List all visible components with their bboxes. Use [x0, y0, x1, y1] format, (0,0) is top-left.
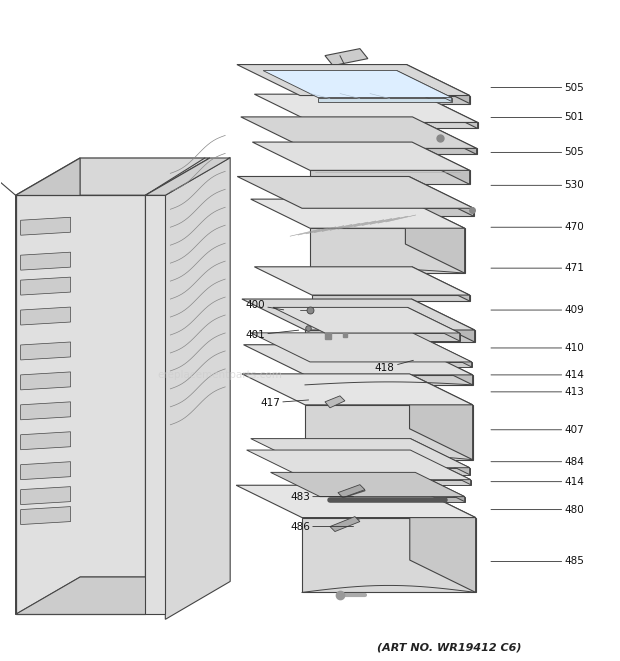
Polygon shape — [20, 486, 71, 504]
Text: 485: 485 — [491, 557, 584, 566]
Text: 401: 401 — [246, 330, 299, 340]
Polygon shape — [20, 277, 71, 295]
Polygon shape — [270, 473, 464, 496]
Polygon shape — [325, 49, 368, 65]
Polygon shape — [318, 98, 452, 102]
Polygon shape — [252, 142, 469, 171]
Polygon shape — [338, 485, 365, 498]
Polygon shape — [305, 149, 477, 155]
Polygon shape — [16, 577, 210, 614]
Polygon shape — [305, 375, 472, 385]
Polygon shape — [410, 374, 472, 459]
Polygon shape — [325, 396, 345, 408]
Polygon shape — [310, 171, 469, 184]
Polygon shape — [237, 176, 474, 208]
Polygon shape — [20, 307, 71, 325]
Polygon shape — [20, 461, 71, 480]
Text: 410: 410 — [491, 343, 584, 353]
Text: 480: 480 — [491, 504, 584, 515]
Polygon shape — [415, 473, 464, 502]
Polygon shape — [263, 71, 452, 98]
Polygon shape — [20, 342, 71, 360]
Polygon shape — [397, 71, 452, 102]
Polygon shape — [242, 299, 475, 330]
Text: 505: 505 — [491, 83, 584, 93]
Polygon shape — [80, 158, 210, 577]
Text: 501: 501 — [491, 112, 584, 122]
Polygon shape — [300, 96, 469, 104]
Polygon shape — [20, 217, 71, 235]
Text: 413: 413 — [491, 387, 584, 397]
Polygon shape — [244, 345, 472, 375]
Polygon shape — [254, 94, 477, 122]
Polygon shape — [305, 330, 475, 342]
Polygon shape — [250, 439, 469, 468]
Polygon shape — [405, 199, 464, 273]
Polygon shape — [20, 402, 71, 420]
Polygon shape — [166, 157, 230, 619]
Text: (ART NO. WR19412 C6): (ART NO. WR19412 C6) — [378, 642, 522, 652]
Polygon shape — [412, 299, 475, 342]
Text: ereplacementparts.com: ereplacementparts.com — [157, 370, 283, 380]
Polygon shape — [410, 439, 469, 475]
Polygon shape — [302, 208, 474, 216]
Polygon shape — [420, 94, 477, 128]
Polygon shape — [312, 122, 477, 128]
Polygon shape — [310, 228, 464, 273]
Polygon shape — [20, 506, 71, 525]
Polygon shape — [20, 432, 71, 449]
Text: 483: 483 — [290, 492, 353, 502]
Text: 470: 470 — [491, 222, 584, 232]
Text: 530: 530 — [491, 180, 584, 190]
Text: 407: 407 — [491, 425, 584, 435]
Polygon shape — [412, 333, 472, 367]
Text: 414: 414 — [491, 477, 584, 486]
Polygon shape — [16, 577, 210, 614]
Polygon shape — [310, 362, 472, 367]
Polygon shape — [20, 253, 71, 270]
Polygon shape — [407, 307, 459, 341]
Text: 505: 505 — [491, 147, 584, 157]
Polygon shape — [16, 158, 80, 614]
Polygon shape — [250, 333, 472, 362]
Polygon shape — [302, 518, 476, 592]
Polygon shape — [312, 295, 469, 301]
Polygon shape — [320, 496, 464, 502]
Polygon shape — [145, 158, 230, 195]
Polygon shape — [409, 176, 474, 216]
Polygon shape — [145, 195, 166, 614]
Polygon shape — [254, 267, 469, 295]
Polygon shape — [20, 372, 71, 390]
Polygon shape — [310, 468, 469, 475]
Text: 418: 418 — [375, 360, 414, 373]
Text: 414: 414 — [491, 370, 584, 380]
Polygon shape — [16, 158, 210, 195]
Polygon shape — [273, 307, 459, 333]
Polygon shape — [250, 199, 464, 228]
Polygon shape — [407, 65, 469, 104]
Polygon shape — [410, 450, 471, 485]
Polygon shape — [241, 117, 477, 149]
Text: 484: 484 — [491, 457, 584, 467]
Polygon shape — [330, 517, 360, 531]
Polygon shape — [412, 267, 469, 301]
Polygon shape — [236, 485, 476, 518]
Text: 417: 417 — [260, 398, 309, 408]
Polygon shape — [307, 480, 471, 485]
Polygon shape — [247, 450, 471, 480]
Text: 409: 409 — [491, 305, 584, 315]
Polygon shape — [16, 195, 145, 614]
Polygon shape — [410, 485, 476, 592]
Polygon shape — [411, 345, 472, 385]
Polygon shape — [237, 65, 469, 96]
Polygon shape — [412, 142, 469, 184]
Text: 486: 486 — [290, 522, 353, 531]
Polygon shape — [325, 333, 459, 341]
Text: 400: 400 — [246, 300, 284, 310]
Polygon shape — [305, 405, 472, 459]
Polygon shape — [412, 117, 477, 155]
Polygon shape — [242, 374, 472, 405]
Text: 471: 471 — [491, 263, 584, 273]
